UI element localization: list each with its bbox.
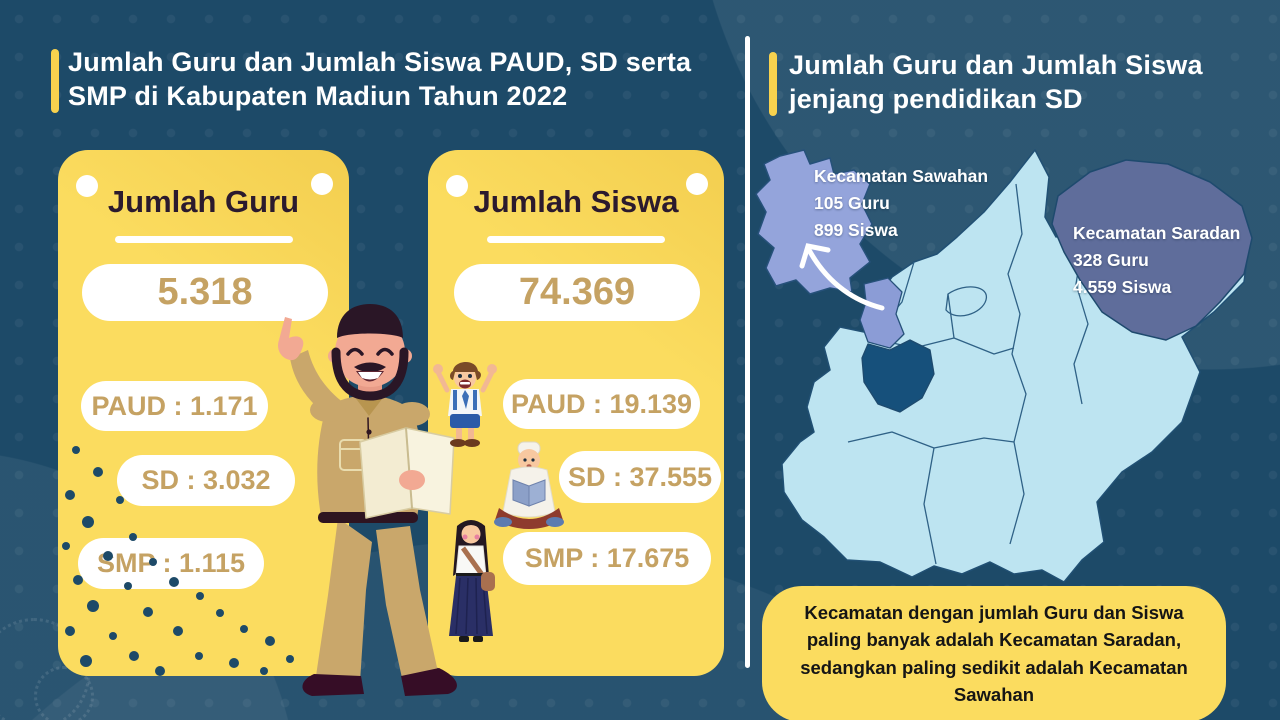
title-underline [487, 236, 665, 243]
siswa-card-title: Jumlah Siswa [473, 184, 679, 219]
card-corner-dot [686, 173, 708, 195]
kabupaten-madiun-map [755, 149, 1253, 583]
sawahan-label: Kecamatan Sawahan 105 Guru 899 Siswa [814, 163, 988, 244]
guru-total-pill: 5.318 [82, 264, 328, 321]
cheering-student-illustration [433, 361, 497, 447]
left-panel-title: Jumlah Guru dan Jumlah Siswa PAUD, SD se… [68, 47, 692, 111]
guru-paud-pill: PAUD : 1.171 [81, 381, 268, 431]
conclusion-note: Kecamatan dengan jumlah Guru dan Siswa p… [762, 586, 1226, 720]
siswa-smp-pill: SMP : 17.675 [503, 532, 711, 585]
teacher-with-book-illustration [278, 304, 457, 696]
siswa-paud-pill: PAUD : 19.139 [503, 379, 700, 429]
panel-divider [745, 36, 750, 668]
map-district-borders [847, 183, 1089, 565]
siswa-total-pill: 74.369 [454, 264, 700, 321]
guru-sd-pill: SD : 3.032 [117, 455, 295, 506]
map-saradan-region [1051, 159, 1253, 341]
map-highlight-small-region [859, 277, 905, 349]
girl-student-illustration [449, 520, 495, 642]
guru-smp-pill: SMP : 1.115 [78, 538, 264, 589]
card-corner-dot [76, 175, 98, 197]
map-sawahan-region [755, 149, 873, 295]
card-corner-dot [446, 175, 468, 197]
saradan-guru: 328 Guru [1073, 250, 1149, 270]
saradan-name: Kecamatan Saradan [1073, 223, 1241, 243]
guru-card: Jumlah Guru 5.318 PAUD : 1.171 SD : 3.03… [58, 150, 349, 676]
dotted-ring-decoration [34, 666, 94, 720]
reading-student-illustration [494, 441, 564, 529]
map-dark-region [861, 339, 935, 413]
siswa-sd-pill: SD : 37.555 [559, 451, 721, 503]
title-accent-bar [769, 52, 777, 116]
saradan-label: Kecamatan Saradan 328 Guru 4.559 Siswa [1073, 220, 1240, 301]
card-corner-dot [311, 173, 333, 195]
sawahan-guru: 105 Guru [814, 193, 890, 213]
title-accent-bar [51, 49, 59, 113]
sawahan-siswa: 899 Siswa [814, 220, 898, 240]
right-panel-title: Jumlah Guru dan Jumlah Siswa jenjang pen… [789, 50, 1203, 114]
sawahan-name: Kecamatan Sawahan [814, 166, 989, 186]
curved-arrow-icon [799, 243, 885, 311]
guru-card-title: Jumlah Guru [107, 184, 300, 219]
saradan-siswa: 4.559 Siswa [1073, 277, 1172, 297]
title-underline [114, 236, 293, 243]
